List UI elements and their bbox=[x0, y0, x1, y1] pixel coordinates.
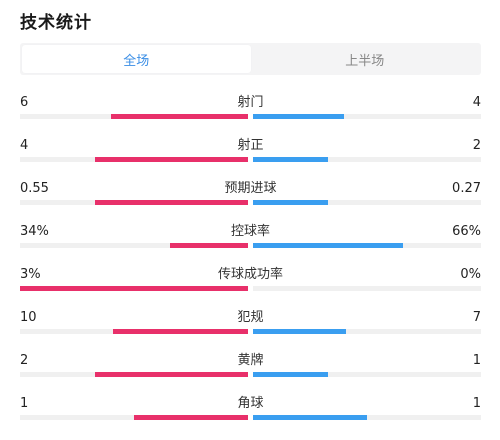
home-value: 4 bbox=[20, 138, 29, 153]
stat-label: 射正 bbox=[237, 138, 264, 153]
away-bar bbox=[253, 415, 367, 420]
away-bar-track bbox=[253, 329, 481, 334]
away-bar bbox=[253, 157, 328, 162]
stat-label: 传球成功率 bbox=[217, 267, 283, 282]
away-bar-track bbox=[253, 415, 481, 420]
stat-label: 角球 bbox=[237, 396, 264, 411]
away-bar bbox=[253, 372, 328, 377]
away-value: 1 bbox=[472, 353, 481, 368]
stat-row: 4 射正 2 bbox=[20, 138, 481, 164]
stat-row: 3% 传球成功率 0% bbox=[20, 267, 481, 293]
away-bar-track bbox=[253, 157, 481, 162]
home-bar bbox=[111, 114, 248, 119]
home-value: 3% bbox=[20, 267, 41, 282]
home-bar bbox=[20, 286, 248, 291]
page-title: 技术统计 bbox=[20, 13, 92, 33]
home-bar-track bbox=[20, 286, 248, 291]
home-bar bbox=[170, 243, 248, 248]
stat-label: 黄牌 bbox=[237, 353, 264, 368]
home-bar bbox=[134, 415, 248, 420]
home-value: 34% bbox=[20, 224, 49, 239]
home-bar bbox=[95, 200, 248, 205]
away-bar bbox=[253, 200, 328, 205]
away-bar-track bbox=[253, 372, 481, 377]
stat-row: 34% 控球率 66% bbox=[20, 224, 481, 250]
stat-row: 6 射门 4 bbox=[20, 95, 481, 121]
home-bar-track bbox=[20, 157, 248, 162]
home-value: 1 bbox=[20, 396, 29, 411]
home-bar bbox=[113, 329, 248, 334]
home-value: 0.55 bbox=[20, 181, 49, 196]
away-value: 66% bbox=[452, 224, 481, 239]
home-bar-track bbox=[20, 200, 248, 205]
away-bar-track bbox=[253, 286, 481, 291]
home-bar-track bbox=[20, 415, 248, 420]
away-bar-track bbox=[253, 114, 481, 119]
away-bar bbox=[253, 114, 344, 119]
stat-row: 2 黄牌 1 bbox=[20, 353, 481, 379]
away-bar-track bbox=[253, 200, 481, 205]
home-value: 10 bbox=[20, 310, 37, 325]
stat-row: 1 角球 1 bbox=[20, 396, 481, 422]
away-value: 0.27 bbox=[452, 181, 481, 196]
home-bar-track bbox=[20, 243, 248, 248]
home-value: 6 bbox=[20, 95, 29, 110]
tab-first-half[interactable]: 上半场 bbox=[345, 53, 385, 69]
stat-label: 射门 bbox=[237, 95, 264, 110]
home-bar-track bbox=[20, 114, 248, 119]
tab-full-match[interactable]: 全场 bbox=[22, 45, 251, 73]
away-value: 1 bbox=[472, 396, 481, 411]
home-bar-track bbox=[20, 372, 248, 377]
away-bar bbox=[253, 329, 346, 334]
away-value: 4 bbox=[472, 95, 481, 110]
home-value: 2 bbox=[20, 353, 29, 368]
period-tabs: 全场 上半场 bbox=[20, 43, 481, 75]
away-value: 0% bbox=[460, 267, 481, 282]
stat-label: 预期进球 bbox=[224, 181, 277, 196]
home-bar-track bbox=[20, 329, 248, 334]
stat-row: 0.55 预期进球 0.27 bbox=[20, 181, 481, 207]
away-bar bbox=[253, 243, 403, 248]
home-bar bbox=[95, 372, 248, 377]
away-value: 7 bbox=[472, 310, 481, 325]
home-bar bbox=[95, 157, 248, 162]
stat-label: 犯规 bbox=[237, 310, 264, 325]
away-value: 2 bbox=[472, 138, 481, 153]
away-bar-track bbox=[253, 243, 481, 248]
stat-label: 控球率 bbox=[230, 224, 270, 239]
stat-row: 10 犯规 7 bbox=[20, 310, 481, 336]
